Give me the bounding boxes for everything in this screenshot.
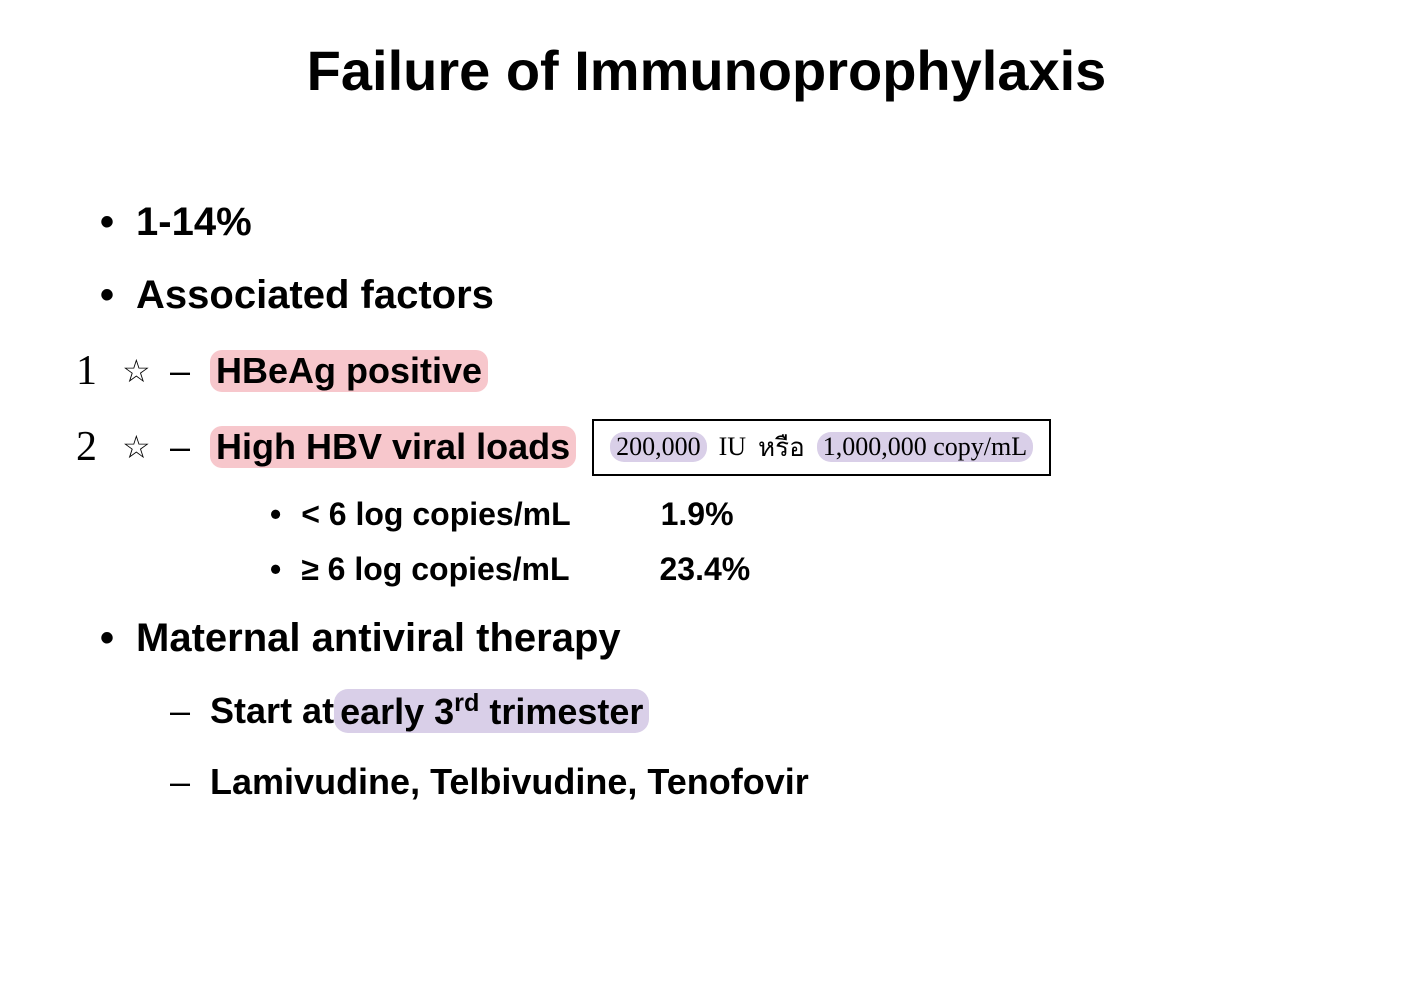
therapy-sub-2-text: Lamivudine, Telbivudine, Tenofovir bbox=[210, 761, 809, 803]
factor-1-row: 1 ☆ HBeAg positive bbox=[60, 346, 1360, 396]
bullet-rate: 1-14% bbox=[60, 200, 1360, 245]
annotation-num-2: 2 bbox=[76, 423, 97, 471]
annotation-part2: IU bbox=[719, 432, 746, 462]
factor-1-text: HBeAg positive bbox=[210, 350, 488, 392]
viral-stat-2-label: ≥ 6 log copies/mL bbox=[270, 551, 569, 588]
annotation-part4: 1,000,000 copy/mL bbox=[817, 432, 1033, 462]
therapy-sub-1-hl-sup: rd bbox=[454, 689, 479, 717]
therapy-text: Maternal antiviral therapy bbox=[100, 616, 621, 661]
therapy-sub-1-hl-pre: early 3 bbox=[340, 691, 454, 732]
associated-text: Associated factors bbox=[100, 273, 494, 318]
bullet-therapy: Maternal antiviral therapy bbox=[60, 616, 1360, 661]
slide-title: Failure of Immunoprophylaxis bbox=[0, 38, 1413, 103]
annotation-part3: หรือ bbox=[758, 427, 805, 468]
therapy-sub-2: Lamivudine, Telbivudine, Tenofovir bbox=[170, 761, 809, 803]
annotation-star-1: ☆ bbox=[122, 352, 151, 390]
factor-2-text: High HBV viral loads bbox=[210, 426, 576, 468]
content-area: 1-14% Associated factors 1 ☆ HBeAg posit… bbox=[60, 200, 1360, 831]
annotation-num-1: 1 bbox=[76, 347, 97, 395]
factor-2-row: 2 ☆ High HBV viral loads 200,000 IU หรือ… bbox=[60, 420, 1360, 474]
therapy-sub-1-row: Start at early 3rd trimester bbox=[60, 689, 1360, 733]
dash-3 bbox=[170, 690, 210, 732]
dash-1 bbox=[170, 350, 210, 392]
viral-stat-2-label-wrap: ≥ 6 log copies/mL 23.4% bbox=[270, 551, 750, 588]
viral-stat-1-value: 1.9% bbox=[661, 496, 734, 533]
factor-2-bullet: High HBV viral loads bbox=[170, 426, 576, 468]
bullet-associated: Associated factors bbox=[60, 273, 1360, 318]
rate-text: 1-14% bbox=[100, 200, 252, 245]
dash-4 bbox=[170, 761, 210, 803]
viral-load-annotation-box: 200,000 IU หรือ 1,000,000 copy/mL bbox=[592, 419, 1051, 476]
factor-1-bullet: HBeAg positive bbox=[170, 350, 488, 392]
therapy-sub-1-pre: Start at bbox=[210, 690, 334, 732]
viral-stat-2-value: 23.4% bbox=[659, 551, 750, 588]
therapy-sub-1-hl-post: trimester bbox=[479, 691, 643, 732]
therapy-sub-1-highlight: early 3rd trimester bbox=[334, 689, 649, 733]
viral-stat-1-label: < 6 log copies/mL bbox=[270, 496, 571, 533]
therapy-sub-1: Start at early 3rd trimester bbox=[170, 689, 649, 733]
therapy-sub-2-row: Lamivudine, Telbivudine, Tenofovir bbox=[60, 761, 1360, 803]
annotation-star-2: ☆ bbox=[122, 428, 151, 466]
annotation-part1: 200,000 bbox=[610, 432, 707, 462]
viral-stat-1-label-wrap: < 6 log copies/mL 1.9% bbox=[270, 496, 734, 533]
dash-2 bbox=[170, 426, 210, 468]
viral-stat-2: ≥ 6 log copies/mL 23.4% bbox=[60, 551, 1360, 588]
viral-stat-1: < 6 log copies/mL 1.9% bbox=[60, 496, 1360, 533]
